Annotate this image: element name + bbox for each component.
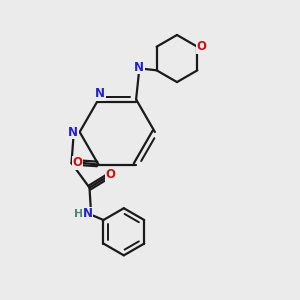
Text: N: N (134, 61, 144, 74)
Text: H: H (74, 209, 83, 219)
Text: O: O (73, 157, 83, 169)
Text: N: N (95, 87, 105, 100)
Text: N: N (68, 125, 78, 139)
Text: N: N (83, 207, 93, 220)
Text: O: O (106, 168, 116, 181)
Text: O: O (196, 40, 206, 53)
